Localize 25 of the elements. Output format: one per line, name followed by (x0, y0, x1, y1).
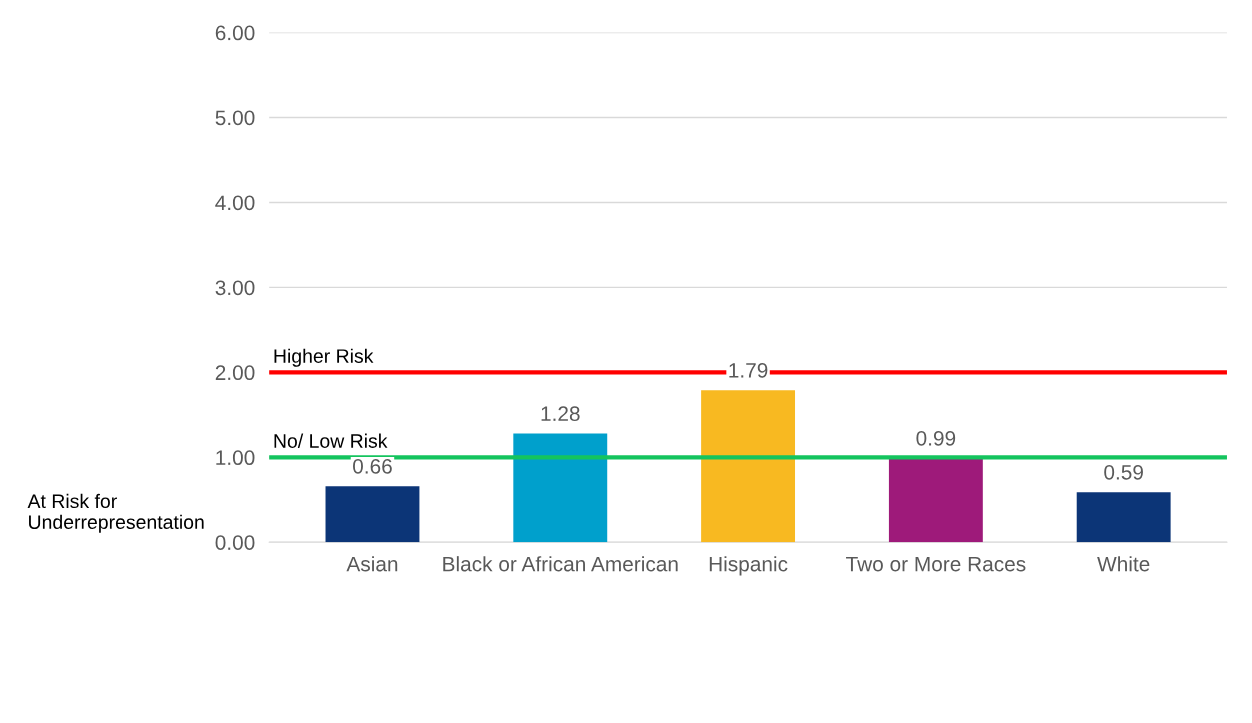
y-tick-label: 0.00 (215, 535, 255, 550)
x-tick-label: Asian (346, 556, 398, 572)
y-tick-label: 2.00 (215, 365, 255, 381)
x-tick-label: Black or African American (443, 556, 678, 572)
x-tick-label: Hispanic (709, 556, 788, 576)
y-tick-label: 3.00 (215, 280, 255, 296)
ref-line-label: Higher Risk (274, 348, 374, 367)
ref-line-label: No/ Low Risk (274, 433, 388, 448)
bar (325, 486, 420, 543)
data-label: 0.59 (1104, 464, 1143, 480)
data-label: 0.99 (916, 430, 956, 446)
bar (701, 390, 796, 543)
text: At Risk for Underrepresentation (27, 493, 204, 533)
data-label: 0.66 (353, 458, 392, 474)
y-tick-label: 6.00 (215, 25, 255, 41)
data-label: 1.79 (729, 362, 768, 378)
data-label: 1.28 (541, 406, 580, 422)
y-tick-label: 5.00 (215, 110, 255, 126)
bar (1076, 492, 1171, 543)
y-tick-label: 4.00 (215, 195, 255, 211)
x-tick-label: Two or More Races (846, 556, 1026, 572)
y-tick-label: 1.00 (216, 450, 255, 466)
bar (888, 458, 983, 543)
bar (513, 433, 608, 543)
x-tick-label: White (1097, 556, 1150, 572)
